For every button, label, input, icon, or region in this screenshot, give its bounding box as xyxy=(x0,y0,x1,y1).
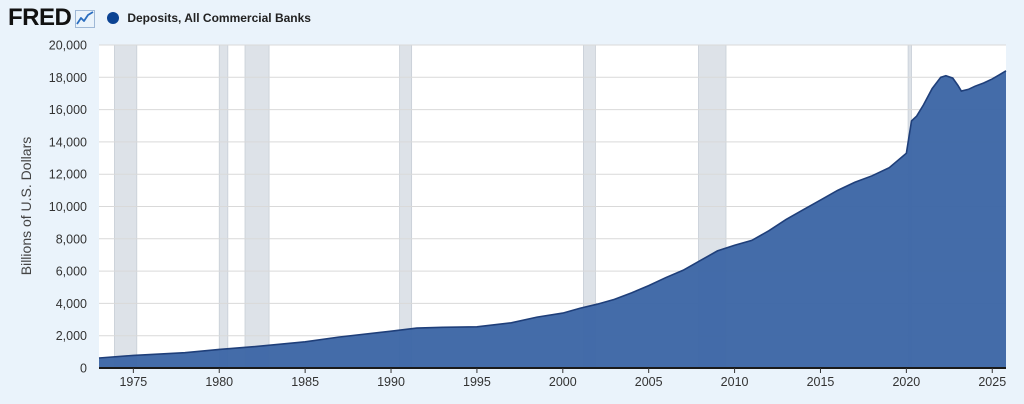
y-tick-label: 18,000 xyxy=(49,71,87,85)
x-tick-label: 2010 xyxy=(721,375,749,389)
legend-marker xyxy=(107,12,120,24)
y-tick-label: 8,000 xyxy=(56,232,87,246)
y-tick-label: 16,000 xyxy=(49,103,87,117)
x-tick-label: 2000 xyxy=(549,375,577,389)
line-chart-icon xyxy=(75,10,96,28)
x-tick-label: 2005 xyxy=(635,375,663,389)
y-axis-title: Billions of U.S. Dollars xyxy=(18,137,34,276)
y-tick-label: 10,000 xyxy=(49,200,87,214)
x-tick-label: 1990 xyxy=(377,375,405,389)
y-tick-label: 12,000 xyxy=(49,168,87,182)
x-tick-label: 2020 xyxy=(892,375,920,389)
series-area xyxy=(98,70,1007,368)
y-tick-label: 6,000 xyxy=(56,265,87,279)
x-tick-label: 2015 xyxy=(807,375,835,389)
x-tick-label: 1980 xyxy=(205,375,233,389)
series-area-fill xyxy=(99,70,1006,368)
x-tick-label: 1995 xyxy=(463,375,491,389)
y-tick-label: 4,000 xyxy=(56,297,87,311)
y-tick-label: 20,000 xyxy=(49,39,87,53)
y-tick-label: 2,000 xyxy=(56,329,87,343)
axes: 0 2,000 4,000 6,000 8,000 10,000 12,000 14,000 1… xyxy=(49,39,1006,390)
chart-header: FRED Deposits, All Commercial Banks xyxy=(8,4,311,32)
y-tick-label: 14,000 xyxy=(49,135,87,149)
y-tick-label: 0 xyxy=(80,362,87,376)
fred-logo[interactable]: FRED xyxy=(8,4,72,31)
legend: Deposits, All Commercial Banks xyxy=(107,11,311,25)
series-line xyxy=(98,70,1007,359)
legend-label: Deposits, All Commercial Banks xyxy=(127,11,311,25)
x-tick-label: 1975 xyxy=(119,375,147,389)
x-tick-label: 1985 xyxy=(291,375,319,389)
x-tick-label: 2025 xyxy=(978,375,1006,389)
